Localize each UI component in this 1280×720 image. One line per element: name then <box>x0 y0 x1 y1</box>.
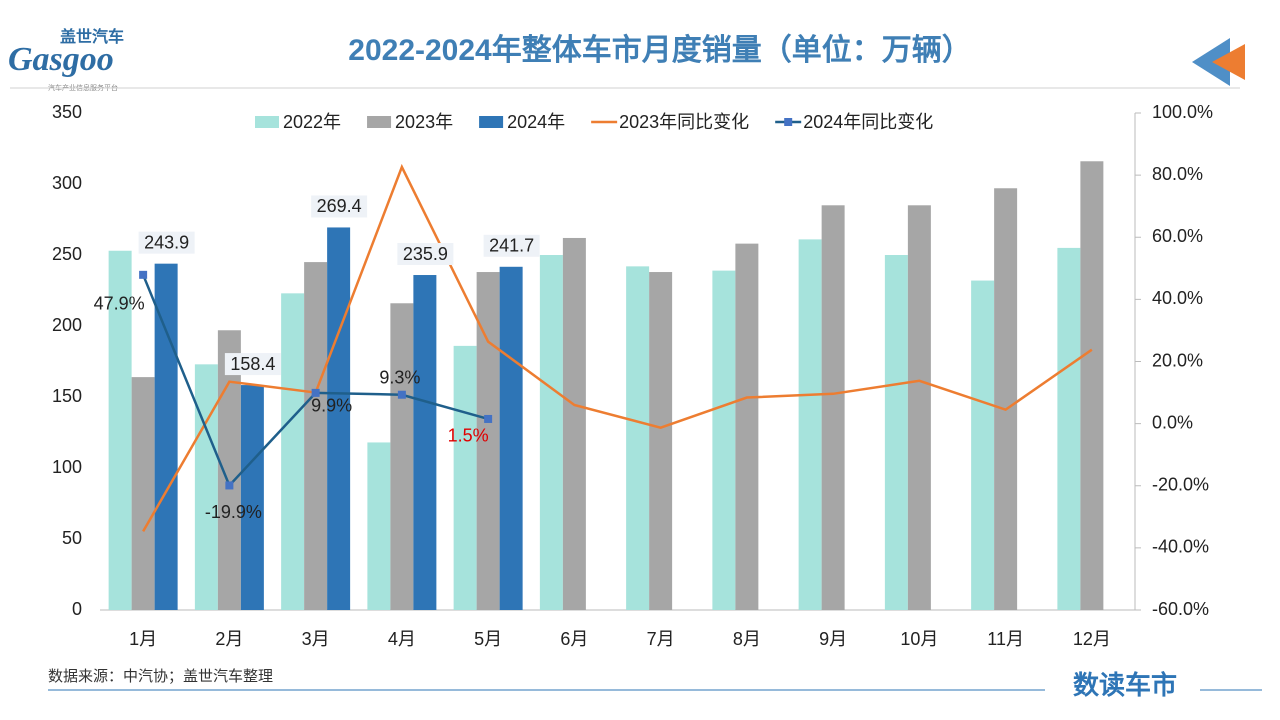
x-tick-label: 3月 <box>302 629 330 649</box>
data-label-box <box>397 243 454 266</box>
bar <box>281 293 305 610</box>
line-label: 1.5% <box>448 426 489 446</box>
data-label: 158.4 <box>230 354 275 374</box>
bar <box>649 272 673 610</box>
legend-label: 2024年 <box>507 112 565 132</box>
y-tick-label: 150 <box>52 386 82 406</box>
x-tick-label: 5月 <box>474 629 502 649</box>
deco-arrow <box>1192 38 1230 86</box>
y-tick-label: 0 <box>72 599 82 619</box>
x-tick-label: 11月 <box>987 629 1024 649</box>
y-tick-label: 300 <box>52 173 82 193</box>
line-marker <box>225 481 234 490</box>
x-tick-label: 10月 <box>900 629 938 649</box>
bar <box>735 243 759 610</box>
line-label: 9.9% <box>311 396 352 416</box>
bar <box>390 303 414 610</box>
data-label: 269.4 <box>317 196 362 216</box>
legend-label: 2023年同比变化 <box>619 112 749 132</box>
x-tick-label: 7月 <box>647 629 675 649</box>
bar <box>217 330 241 610</box>
data-label: 241.7 <box>489 236 534 256</box>
legend-swatch <box>367 116 392 128</box>
data-label-box <box>311 195 368 218</box>
bar <box>194 364 218 610</box>
y-tick-label: 200 <box>52 315 82 335</box>
line-label: 9.3% <box>379 367 420 387</box>
x-tick-label: 9月 <box>819 629 847 649</box>
y-tick-label: 350 <box>52 102 82 122</box>
bar <box>367 442 391 610</box>
y-tick-label: 50 <box>62 528 82 548</box>
line-label: 47.9% <box>94 294 145 314</box>
y2-tick-label: 60.0% <box>1152 226 1203 246</box>
bar <box>131 377 155 610</box>
y-tick-label: 100 <box>52 457 82 477</box>
bar <box>1057 247 1081 610</box>
bar <box>453 345 477 610</box>
line <box>142 163 1093 533</box>
line-marker <box>139 270 148 279</box>
legend-label: 2023年 <box>395 112 453 132</box>
y2-tick-label: -20.0% <box>1152 475 1209 495</box>
deco-arrow <box>1212 44 1245 80</box>
bar <box>476 272 500 610</box>
y2-tick-label: -60.0% <box>1152 599 1209 619</box>
y2-tick-label: -40.0% <box>1152 537 1209 557</box>
legend-swatch <box>784 118 793 126</box>
line-marker <box>311 388 320 397</box>
line-marker <box>397 390 406 399</box>
bar <box>539 255 563 610</box>
chart-title: 2022-2024年整体车市月度销量（单位：万辆） <box>348 33 971 67</box>
y2-tick-label: 0.0% <box>1152 412 1193 432</box>
bar <box>626 266 650 610</box>
bar <box>562 237 586 610</box>
y2-tick-label: 40.0% <box>1152 288 1203 308</box>
bar <box>712 270 736 610</box>
bar <box>1080 161 1104 610</box>
x-tick-label: 6月 <box>560 629 588 649</box>
bar <box>240 385 264 610</box>
bar <box>304 262 328 610</box>
y2-tick-label: 80.0% <box>1152 164 1203 184</box>
logo-tagline: 汽车产业信息服务平台 <box>48 83 118 92</box>
data-label: 235.9 <box>403 244 448 264</box>
logo-en: Gasgoo <box>8 41 114 78</box>
y2-tick-label: 20.0% <box>1152 350 1203 370</box>
x-tick-label: 8月 <box>733 629 761 649</box>
data-label: 243.9 <box>144 232 189 252</box>
bar <box>884 255 908 610</box>
bar <box>994 188 1018 610</box>
y-tick-label: 250 <box>52 244 82 264</box>
x-tick-label: 4月 <box>388 629 416 649</box>
line-marker <box>484 414 493 423</box>
bar <box>821 205 845 611</box>
x-tick-label: 1月 <box>129 629 157 649</box>
legend-swatch <box>255 116 279 128</box>
data-label-box <box>138 231 195 254</box>
bar <box>907 205 931 611</box>
legend-label: 2022年 <box>283 112 341 132</box>
line-label: -19.9% <box>205 502 262 522</box>
brand: 数读车市 <box>1073 670 1177 700</box>
x-tick-label: 12月 <box>1073 629 1111 649</box>
bar <box>499 266 523 610</box>
bar <box>413 275 437 610</box>
data-label-box <box>224 353 281 376</box>
legend-swatch <box>479 116 504 128</box>
data-label-box <box>483 234 540 257</box>
bar <box>327 227 351 610</box>
bar <box>798 239 822 610</box>
y2-tick-label: 100.0% <box>1152 102 1213 122</box>
bar <box>154 263 178 610</box>
legend-label: 2024年同比变化 <box>803 112 933 132</box>
x-tick-label: 2月 <box>215 629 243 649</box>
source-note: 数据来源：中汽协；盖世汽车整理 <box>48 668 273 685</box>
bar <box>971 280 995 610</box>
logo-cn: 盖世汽车 <box>60 27 124 46</box>
bar <box>108 250 132 611</box>
